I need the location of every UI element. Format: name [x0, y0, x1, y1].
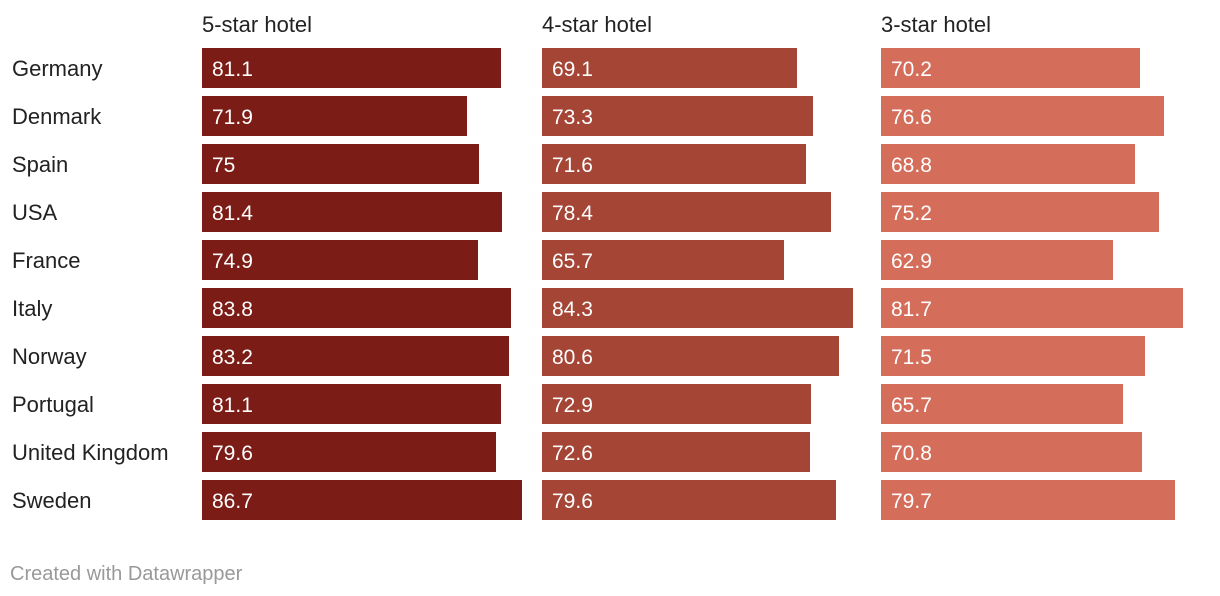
bar-5-star-hotel-germany	[202, 48, 501, 88]
category-label-france: France	[12, 248, 80, 273]
value-label-5-star-hotel-spain: 75	[212, 154, 235, 177]
bar-3-star-hotel-norway	[881, 336, 1145, 376]
bar-3-star-hotel-france	[881, 240, 1113, 280]
value-label-4-star-hotel-united-kingdom: 72.6	[552, 442, 593, 465]
value-label-3-star-hotel-spain: 68.8	[891, 154, 932, 177]
value-label-5-star-hotel-italy: 83.8	[212, 298, 253, 321]
bar-4-star-hotel-norway	[542, 336, 839, 376]
bar-5-star-hotel-italy	[202, 288, 511, 328]
bar-3-star-hotel-portugal	[881, 384, 1123, 424]
category-label-norway: Norway	[12, 344, 87, 369]
bar-4-star-hotel-united-kingdom	[542, 432, 810, 472]
value-label-3-star-hotel-norway: 71.5	[891, 346, 932, 369]
category-label-spain: Spain	[12, 152, 68, 177]
value-label-3-star-hotel-usa: 75.2	[891, 202, 932, 225]
value-label-4-star-hotel-france: 65.7	[552, 250, 593, 273]
value-label-4-star-hotel-germany: 69.1	[552, 58, 593, 81]
category-label-germany: Germany	[12, 56, 102, 81]
bar-4-star-hotel-denmark	[542, 96, 813, 136]
bar-5-star-hotel-usa	[202, 192, 502, 232]
bar-3-star-hotel-spain	[881, 144, 1135, 184]
value-label-3-star-hotel-france: 62.9	[891, 250, 932, 273]
bar-4-star-hotel-france	[542, 240, 784, 280]
value-label-4-star-hotel-norway: 80.6	[552, 346, 593, 369]
value-label-3-star-hotel-denmark: 76.6	[891, 106, 932, 129]
bar-5-star-hotel-france	[202, 240, 478, 280]
bar-5-star-hotel-denmark	[202, 96, 467, 136]
value-label-3-star-hotel-sweden: 79.7	[891, 490, 932, 513]
bar-4-star-hotel-usa	[542, 192, 831, 232]
value-label-3-star-hotel-portugal: 65.7	[891, 394, 932, 417]
bar-5-star-hotel-united-kingdom	[202, 432, 496, 472]
category-label-italy: Italy	[12, 296, 52, 321]
value-label-5-star-hotel-france: 74.9	[212, 250, 253, 273]
bar-3-star-hotel-denmark	[881, 96, 1164, 136]
value-label-4-star-hotel-spain: 71.6	[552, 154, 593, 177]
value-label-4-star-hotel-usa: 78.4	[552, 202, 593, 225]
panel-header-4-star-hotel: 4-star hotel	[542, 12, 652, 37]
value-label-4-star-hotel-denmark: 73.3	[552, 106, 593, 129]
bar-3-star-hotel-germany	[881, 48, 1140, 88]
value-label-5-star-hotel-sweden: 86.7	[212, 490, 253, 513]
bar-5-star-hotel-portugal	[202, 384, 501, 424]
bar-4-star-hotel-germany	[542, 48, 797, 88]
bar-5-star-hotel-sweden	[202, 480, 522, 520]
bar-5-star-hotel-spain	[202, 144, 479, 184]
bar-4-star-hotel-italy	[542, 288, 853, 328]
category-label-sweden: Sweden	[12, 488, 92, 513]
category-label-usa: USA	[12, 200, 58, 225]
value-label-4-star-hotel-italy: 84.3	[552, 298, 593, 321]
value-label-3-star-hotel-united-kingdom: 70.8	[891, 442, 932, 465]
bar-4-star-hotel-spain	[542, 144, 806, 184]
bar-3-star-hotel-united-kingdom	[881, 432, 1142, 472]
bar-4-star-hotel-portugal	[542, 384, 811, 424]
category-label-united-kingdom: United Kingdom	[12, 440, 169, 465]
bar-3-star-hotel-italy	[881, 288, 1183, 328]
value-label-5-star-hotel-usa: 81.4	[212, 202, 253, 225]
category-label-denmark: Denmark	[12, 104, 102, 129]
datawrapper-credit: Created with Datawrapper	[10, 563, 243, 585]
value-label-5-star-hotel-united-kingdom: 79.6	[212, 442, 253, 465]
bar-3-star-hotel-sweden	[881, 480, 1175, 520]
value-label-5-star-hotel-denmark: 71.9	[212, 106, 253, 129]
bar-3-star-hotel-usa	[881, 192, 1159, 232]
bar-5-star-hotel-norway	[202, 336, 509, 376]
panel-header-3-star-hotel: 3-star hotel	[881, 12, 991, 37]
value-label-4-star-hotel-portugal: 72.9	[552, 394, 593, 417]
bar-4-star-hotel-sweden	[542, 480, 836, 520]
panel-header-5-star-hotel: 5-star hotel	[202, 12, 312, 37]
category-label-portugal: Portugal	[12, 392, 94, 417]
value-label-5-star-hotel-germany: 81.1	[212, 58, 253, 81]
value-label-5-star-hotel-portugal: 81.1	[212, 394, 253, 417]
value-label-3-star-hotel-germany: 70.2	[891, 58, 932, 81]
value-label-5-star-hotel-norway: 83.2	[212, 346, 253, 369]
value-label-3-star-hotel-italy: 81.7	[891, 298, 932, 321]
value-label-4-star-hotel-sweden: 79.6	[552, 490, 593, 513]
